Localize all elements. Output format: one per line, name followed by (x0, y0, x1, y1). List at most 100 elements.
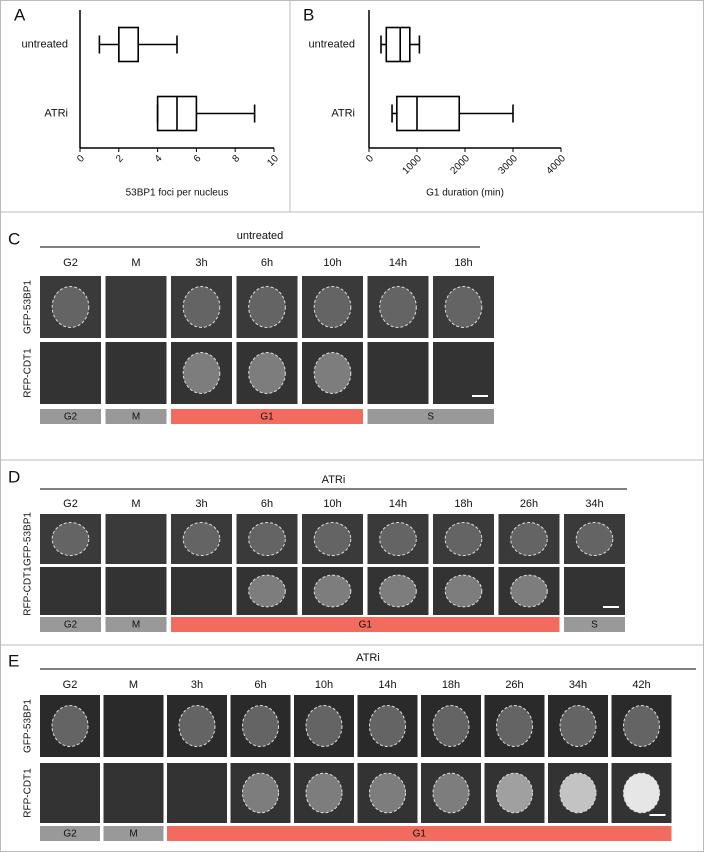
time-label: 34h (585, 498, 603, 510)
row-label: RFP-CDT1 (23, 566, 34, 616)
x-tick-label: 2000 (448, 153, 472, 177)
condition-label: ATRi (356, 652, 380, 664)
x-tick-label: 6 (192, 153, 204, 165)
phase-label: M (132, 620, 140, 631)
row-label: RFP-CDT1 (23, 768, 34, 818)
nucleus (182, 522, 221, 556)
micrograph (105, 567, 167, 615)
phase-label: G2 (64, 412, 78, 423)
time-label: 14h (378, 679, 396, 691)
nucleus (559, 772, 597, 814)
x-tick-label: 1000 (400, 153, 424, 177)
phase-label: G1 (359, 620, 373, 631)
micrograph (40, 567, 101, 615)
nucleus (242, 705, 279, 747)
category-label: untreated (22, 38, 68, 50)
micrograph (167, 763, 227, 823)
x-tick-label: 0 (364, 153, 376, 165)
nucleus (369, 705, 406, 747)
phase-label: G1 (413, 829, 427, 840)
row-label: RFP-CDT1 (23, 348, 34, 398)
nucleus (510, 522, 548, 556)
micrograph (171, 567, 232, 615)
phase-label: M (129, 829, 137, 840)
micrograph (40, 763, 100, 823)
nucleus (444, 522, 483, 556)
x-tick-label: 4 (153, 153, 165, 165)
time-label: 6h (254, 679, 266, 691)
panel-letter: C (8, 229, 20, 248)
time-label: 18h (454, 257, 472, 269)
time-label: 10h (315, 679, 333, 691)
nucleus (623, 705, 660, 747)
nucleus (379, 286, 417, 328)
nucleus (51, 286, 90, 328)
time-label: 34h (569, 679, 587, 691)
x-tick-label: 2 (114, 153, 126, 165)
panel-letter: D (8, 467, 20, 486)
row-label: GFP-53BP1 (23, 512, 34, 566)
phase-bar (40, 617, 101, 632)
nucleus (51, 705, 89, 747)
nucleus (444, 574, 483, 608)
nucleus (496, 705, 533, 747)
micrograph (103, 695, 164, 757)
category-label: ATRi (44, 107, 68, 119)
nucleus (313, 522, 352, 556)
micrograph (367, 342, 429, 404)
nucleus (510, 574, 548, 608)
micrograph (433, 342, 494, 404)
time-label: 14h (389, 498, 407, 510)
nucleus (248, 286, 286, 328)
x-tick-label: 3000 (496, 153, 520, 177)
condition-label: untreated (237, 230, 283, 242)
phase-label: G2 (63, 829, 77, 840)
nucleus (313, 352, 352, 394)
panel-letter: B (303, 5, 314, 24)
nucleus (313, 574, 352, 608)
row-label: GFP-53BP1 (23, 280, 34, 334)
phase-bar (105, 617, 167, 632)
time-label: G2 (63, 257, 78, 269)
phase-bar (40, 409, 101, 424)
condition-label: ATRi (322, 474, 346, 486)
micrograph (103, 763, 164, 823)
panel-letter: E (8, 651, 19, 670)
micrograph (40, 342, 101, 404)
phase-bar (564, 617, 625, 632)
time-label: 10h (323, 498, 341, 510)
nucleus (575, 522, 614, 556)
nucleus (182, 352, 221, 394)
time-label: 18h (442, 679, 460, 691)
nucleus (178, 705, 216, 747)
time-label: 18h (454, 498, 472, 510)
nucleus (379, 522, 417, 556)
nucleus (182, 286, 221, 328)
nucleus (623, 772, 660, 814)
time-label: 6h (261, 257, 273, 269)
time-label: G2 (63, 679, 78, 691)
category-label: ATRi (331, 107, 355, 119)
nucleus (248, 352, 286, 394)
x-tick-label: 10 (265, 153, 281, 169)
time-label: 26h (520, 498, 538, 510)
box (396, 95, 461, 132)
phase-bar (171, 617, 560, 632)
phase-label: G1 (260, 412, 274, 423)
nucleus (559, 705, 597, 747)
x-tick-label: 0 (75, 153, 87, 165)
x-tick-label: 8 (230, 153, 242, 165)
nucleus (379, 574, 417, 608)
time-label: G2 (63, 498, 78, 510)
time-label: M (129, 679, 138, 691)
time-label: 3h (191, 679, 203, 691)
x-axis-label: G1 duration (min) (426, 188, 504, 199)
time-label: 3h (195, 257, 207, 269)
phase-bar (40, 826, 100, 841)
micrograph (105, 342, 167, 404)
time-label: 42h (632, 679, 650, 691)
nucleus (444, 286, 483, 328)
time-label: 26h (505, 679, 523, 691)
phase-bar (171, 409, 363, 424)
